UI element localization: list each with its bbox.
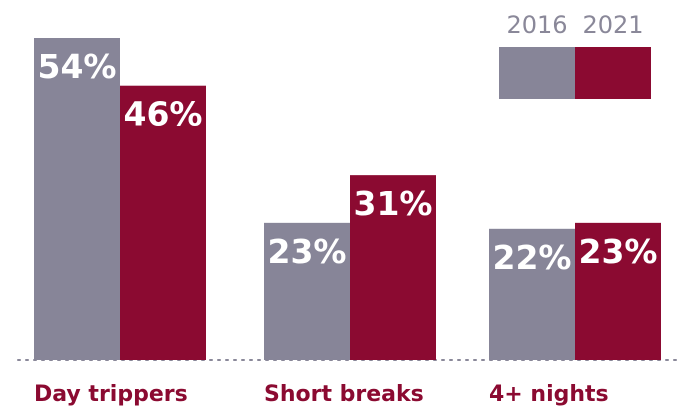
bar-2016-3 <box>489 228 575 360</box>
bar-2021-2 <box>350 175 436 360</box>
data-label-2021-2: 31% <box>354 184 433 223</box>
category-label-3: 4+ nights <box>489 382 609 407</box>
data-label-2016-2: 23% <box>268 232 347 271</box>
data-label-2021-3: 23% <box>579 232 658 271</box>
bar-2016-2 <box>264 222 350 360</box>
data-label-2016-1: 54% <box>38 47 117 86</box>
bars-group: 54%46%23%31%22% 23% <box>34 38 661 360</box>
bar-2021-1 <box>120 85 206 360</box>
legend-swatch-2016 <box>499 47 575 99</box>
legend-label-2016: 2016 <box>506 11 567 39</box>
legend-label-2021: 2021 <box>582 11 643 39</box>
bar-2021-3 <box>575 222 661 360</box>
category-label-1: Day trippers <box>34 382 188 407</box>
data-label-2021-1: 46% <box>124 95 203 134</box>
data-label-2016-3: 22% <box>493 238 572 277</box>
legend-swatch-2021 <box>575 47 651 99</box>
category-labels: Day trippers Short breaks 4+ nights <box>34 382 609 407</box>
bar-2016-1 <box>34 38 120 360</box>
category-label-2: Short breaks <box>264 382 424 407</box>
legend: 2016 2021 <box>499 11 651 99</box>
